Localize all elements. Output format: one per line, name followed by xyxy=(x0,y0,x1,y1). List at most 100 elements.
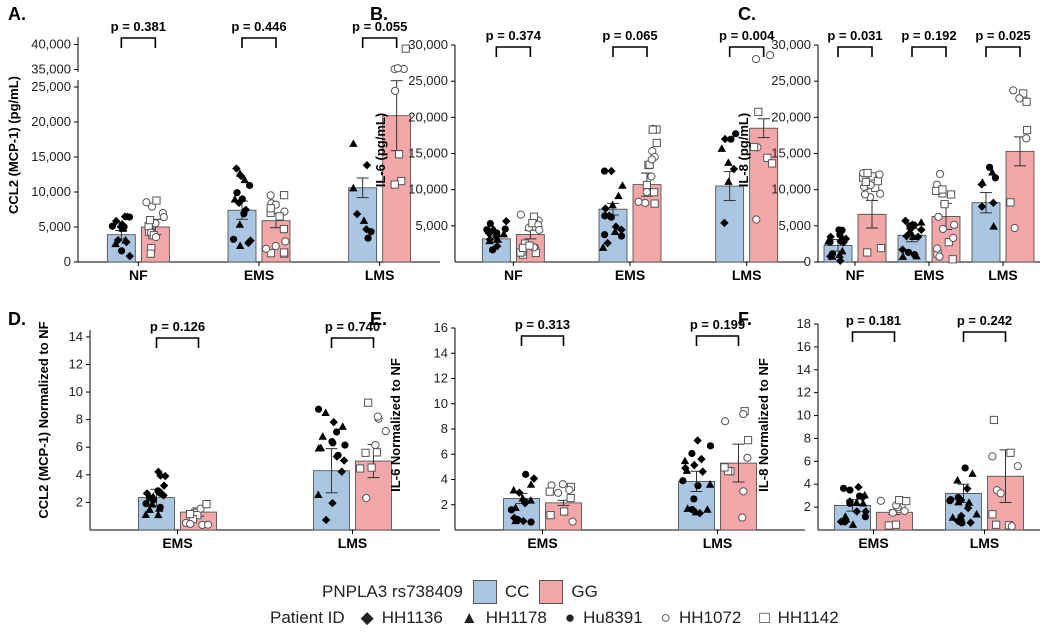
circle-open-point xyxy=(641,198,650,208)
square-open-point xyxy=(525,241,534,250)
y-tick-label: 12 xyxy=(69,356,83,371)
patient-legend: Patient ID ◆ HH1136 ▲ HH1178 ● Hu8391 ○ … xyxy=(270,608,839,628)
triangle-filled-point xyxy=(988,167,997,176)
circle-open-point xyxy=(900,506,909,516)
p-bracket xyxy=(962,331,1007,342)
cc-swatch xyxy=(472,580,497,604)
circle-open-point xyxy=(751,54,761,64)
diamond-filled-point xyxy=(617,225,626,234)
x-tick-label: EMS xyxy=(162,535,192,551)
circle-open-point xyxy=(875,170,884,179)
circle-filled-point xyxy=(501,225,509,233)
triangle-filled-point xyxy=(314,490,323,499)
circle-open-point xyxy=(938,224,947,234)
circle-filled-point xyxy=(600,167,609,175)
cc-label: CC xyxy=(504,582,530,601)
y-axis-label: IL-8 Normalized to NF xyxy=(756,358,771,492)
triangle-filled-point xyxy=(118,224,128,232)
circle-filled-point xyxy=(846,486,854,494)
panel-c: C. 0 5,000 10,000 15,000 20,000 25,000 30,000 IL… xyxy=(736,4,1040,283)
circle-open-point xyxy=(950,220,959,229)
square-open-point xyxy=(861,177,870,187)
diamond-filled-point xyxy=(836,237,845,246)
x-tick-label: EMS xyxy=(615,267,645,283)
square-open-point xyxy=(367,463,376,472)
circle-filled-point xyxy=(486,220,494,228)
square-open-point xyxy=(720,463,729,472)
square-open-point xyxy=(356,464,365,473)
y-tick-label: 14 xyxy=(69,329,83,344)
diamond-filled-point xyxy=(603,238,612,248)
patient-legend-title: Patient ID xyxy=(270,608,345,627)
circle-filled-point xyxy=(156,489,164,497)
circle-filled-point xyxy=(828,250,837,258)
circle-open-point xyxy=(936,169,945,179)
circle-filled-point xyxy=(601,212,609,220)
diamond-filled-point xyxy=(905,228,914,238)
diamond-filled-point xyxy=(697,454,706,464)
square-open-point xyxy=(1022,97,1031,106)
diamond-filled-point xyxy=(601,204,610,213)
circle-filled-point xyxy=(835,226,843,234)
triangle-filled-point xyxy=(526,496,536,504)
diamond-filled-point xyxy=(693,436,702,445)
y-tick-label: 25,000 xyxy=(408,73,448,88)
square-open-point xyxy=(902,497,911,506)
diamond-filled-point xyxy=(339,456,349,465)
circle-filled-point xyxy=(156,503,164,511)
circle-open-point xyxy=(932,244,942,253)
y-tick-label: 6 xyxy=(441,446,448,461)
y-tick-label: 0 xyxy=(64,254,71,269)
y-axis-label: IL-8 (pg/mL) xyxy=(736,113,751,187)
square-open-point xyxy=(1022,125,1032,135)
triangle-filled-point xyxy=(145,505,154,513)
circle-filled-point xyxy=(328,437,336,446)
square-open-point xyxy=(891,520,901,529)
y-tick-label: 2 xyxy=(441,497,448,512)
triangle-filled-point xyxy=(917,218,926,226)
circle-open-point xyxy=(935,252,944,261)
p-value: p = 0.004 xyxy=(719,28,775,43)
square-open-point xyxy=(767,159,777,168)
diamond-filled-point xyxy=(502,216,511,226)
circle-open-point xyxy=(535,225,544,235)
p-value: p = 0.065 xyxy=(602,28,657,43)
circle-open-point xyxy=(647,155,656,164)
triangle-filled-point xyxy=(608,200,617,209)
circle-filled-point xyxy=(245,181,254,190)
triangle-filled-point xyxy=(111,239,120,248)
triangle-filled-point xyxy=(683,504,692,512)
y-tick-label: 2 xyxy=(804,499,811,514)
square-open-point xyxy=(372,448,382,457)
y-tick-label: 25,000 xyxy=(771,73,811,88)
circle-open-point xyxy=(888,508,897,517)
y-tick-label: 25,000 xyxy=(31,79,71,94)
diamond-filled-point xyxy=(841,234,851,244)
diamond-filled-point xyxy=(826,232,835,242)
triangle-filled-point xyxy=(618,181,627,189)
y-tick-label: 10,000 xyxy=(31,184,71,199)
square-open-point xyxy=(884,521,893,530)
y-tick-label: 10,000 xyxy=(771,182,811,197)
diamond-filled-point xyxy=(520,499,530,508)
y-tick-label: 8 xyxy=(441,421,448,436)
circle-open-point xyxy=(381,427,390,436)
circle-open-point xyxy=(860,190,870,199)
triangle-filled-point xyxy=(835,250,844,259)
panel-letter: E. xyxy=(370,309,387,329)
diamond-filled-point xyxy=(901,216,910,225)
diamond-filled-point xyxy=(681,463,690,473)
triangle-filled-point xyxy=(154,510,163,519)
y-tick-label: 15,000 xyxy=(408,146,448,161)
circle-filled-point xyxy=(314,405,323,413)
y-tick-label: 5,000 xyxy=(415,218,448,233)
p-value: p = 0.031 xyxy=(827,28,882,43)
square-open-point xyxy=(648,125,657,134)
square-open-point xyxy=(754,107,763,116)
p-value: p = 0.374 xyxy=(486,28,542,43)
diamond-filled-point xyxy=(607,166,616,176)
diamond-filled-point xyxy=(159,481,169,490)
square-open-point xyxy=(649,188,659,197)
square-open-point xyxy=(152,196,161,205)
diamond-filled-point xyxy=(854,482,863,492)
